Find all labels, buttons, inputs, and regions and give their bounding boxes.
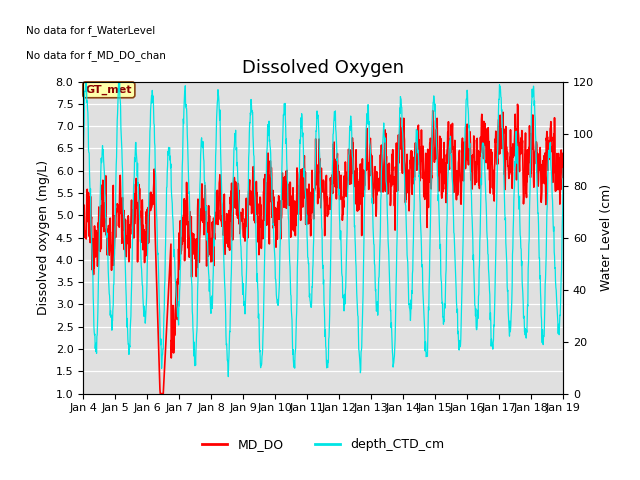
Text: GT_met: GT_met — [86, 85, 132, 95]
Y-axis label: Dissolved oxygen (mg/L): Dissolved oxygen (mg/L) — [37, 160, 50, 315]
Text: No data for f_WaterLevel: No data for f_WaterLevel — [26, 25, 155, 36]
Legend: MD_DO, depth_CTD_cm: MD_DO, depth_CTD_cm — [198, 433, 449, 456]
Text: No data for f_MD_DO_chan: No data for f_MD_DO_chan — [26, 50, 166, 61]
Y-axis label: Water Level (cm): Water Level (cm) — [600, 184, 612, 291]
Title: Dissolved Oxygen: Dissolved Oxygen — [242, 59, 404, 77]
